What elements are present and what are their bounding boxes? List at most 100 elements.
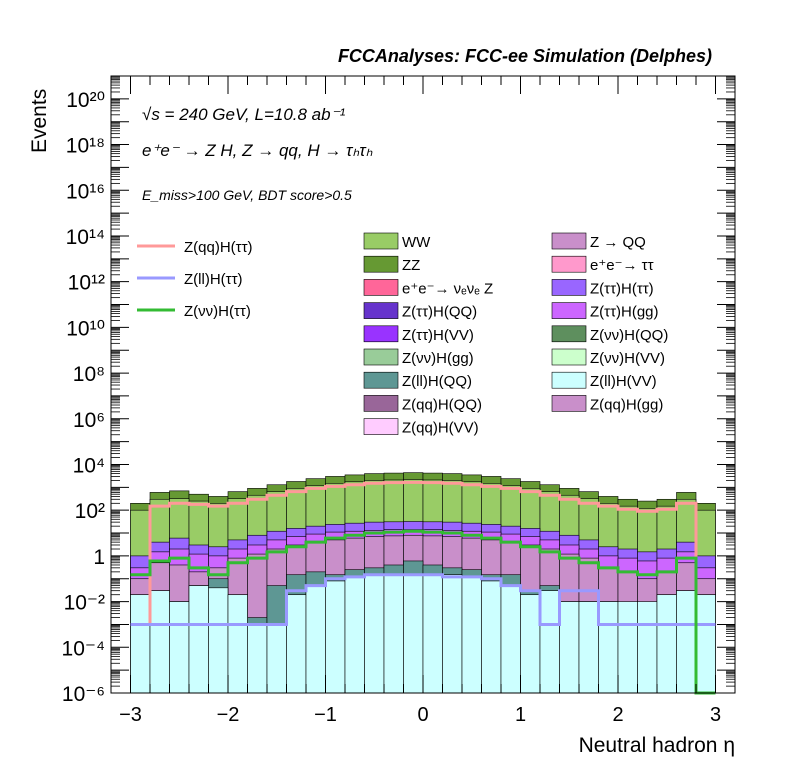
- annotation-sqrt-s: √s = 240 GeV, L=10.8 ab⁻¹: [142, 105, 346, 124]
- legend-box-label: Z(ττ)H(QQ): [402, 304, 477, 321]
- signal-lines: [130, 480, 716, 695]
- legend: Z(qq)H(ττ) Z(ll)H(ττ) Z(νν)H(ττ) WW Z → QQ ZZ…: [137, 232, 668, 437]
- legend-box-label: e⁺e⁻→ νₑνₑ Z: [402, 280, 493, 297]
- bar-6-26: [637, 601, 658, 694]
- legend-line-label: Z(qq)H(ττ): [184, 239, 253, 256]
- bar-6-7: [266, 624, 287, 694]
- stack-layer-6: [130, 574, 716, 694]
- legend-box-swatch: [363, 418, 399, 435]
- legend-box-label: Z(qq)H(QQ): [402, 396, 482, 413]
- legend-box-label: Z(ττ)H(ττ): [590, 280, 654, 297]
- y-tick-label: 10⁻⁶: [62, 683, 105, 706]
- bar-6-13: [383, 574, 404, 694]
- series-line-1: [130, 573, 716, 626]
- x-tick-label: 1: [515, 704, 526, 726]
- y-axis-label: Events: [28, 89, 51, 153]
- legend-box-label: ZZ: [402, 257, 420, 274]
- legend-box-label: Z(ll)H(QQ): [402, 373, 472, 390]
- bar-6-24: [598, 601, 619, 694]
- x-tick-label: −1: [314, 704, 337, 726]
- bar-6-25: [617, 601, 638, 694]
- y-tick-label: 10¹⁶: [66, 180, 105, 203]
- legend-box-label: Z → QQ: [590, 234, 646, 251]
- legend-box-swatch: [551, 279, 587, 296]
- bar-6-16: [442, 574, 463, 694]
- bar-6-23: [578, 601, 599, 694]
- bar-6-22: [559, 601, 580, 694]
- bar-6-19: [500, 585, 521, 694]
- annotation-selection: E_miss>100 GeV, BDT score>0.5: [142, 187, 352, 203]
- y-tick-label: 10⁻⁴: [62, 637, 105, 660]
- bar-6-28: [676, 590, 697, 694]
- y-tick-label: 10¹⁴: [66, 226, 105, 249]
- x-tick-label: 3: [710, 704, 721, 726]
- bar-6-20: [520, 594, 541, 694]
- bar-6-21: [539, 590, 560, 694]
- legend-box-swatch: [363, 255, 399, 273]
- bar-6-2: [169, 601, 190, 694]
- legend-line-label: Z(νν)H(ττ): [184, 303, 251, 320]
- annotation-process: e⁺e⁻ → Z H, Z → qq, H → τₕτₕ: [142, 141, 373, 160]
- x-tick-label: −2: [217, 704, 240, 726]
- y-axis: 10⁻⁶ 10⁻⁴ 10⁻² 1 10² 10⁴ 10⁶ 10⁸ 10¹⁰ 10¹² 10¹⁴ 10¹…: [62, 75, 735, 706]
- y-tick-label: 10⁻²: [64, 592, 105, 615]
- bar-6-17: [461, 576, 482, 694]
- bar-6-14: [403, 574, 424, 694]
- legend-box-label: Z(qq)H(VV): [402, 420, 479, 437]
- legend-box-label: Z(νν)H(QQ): [590, 327, 668, 344]
- series-line-2: [130, 529, 716, 695]
- bar-6-1: [149, 590, 170, 694]
- bar-6-18: [481, 580, 502, 694]
- legend-box-swatch: [551, 325, 587, 343]
- legend-box-swatch: [363, 279, 399, 296]
- x-axis: −3 −2 −1 0 1 2 3: [119, 76, 721, 726]
- legend-box-swatch: [551, 371, 587, 389]
- y-tick-label: 1: [93, 546, 105, 569]
- bar-6-29: [695, 594, 716, 694]
- legend-line-label: Z(ll)H(ττ): [184, 271, 243, 288]
- bar-6-4: [208, 587, 229, 694]
- legend-box-label: Z(ττ)H(VV): [402, 327, 474, 344]
- legend-box-label: WW: [402, 234, 431, 251]
- bar-6-5: [227, 594, 248, 694]
- legend-box-label: Z(νν)H(VV): [590, 350, 665, 367]
- x-tick-label: 2: [612, 704, 623, 726]
- y-tick-label: 10⁸: [73, 363, 105, 386]
- legend-box-swatch: [551, 395, 587, 412]
- chart-title: FCCAnalyses: FCC-ee Simulation (Delphes): [338, 46, 712, 66]
- legend-box-swatch: [551, 302, 587, 319]
- legend-box-swatch: [363, 232, 399, 250]
- legend-box-swatch: [551, 232, 587, 250]
- bar-6-12: [364, 574, 385, 694]
- bar-6-6: [247, 624, 268, 694]
- bar-6-8: [286, 594, 307, 694]
- y-tick-label: 10⁶: [73, 409, 105, 432]
- y-tick-label: 10²: [75, 500, 105, 523]
- y-tick-label: 10¹⁰: [66, 317, 105, 340]
- legend-box-swatch: [363, 395, 399, 412]
- legend-box-label: Z(ll)H(VV): [590, 373, 657, 390]
- series-line-0: [130, 480, 716, 626]
- legend-box-swatch: [363, 348, 399, 366]
- y-tick-label: 10⁴: [73, 454, 105, 477]
- bar-6-11: [344, 576, 365, 694]
- bar-6-3: [188, 585, 209, 694]
- legend-box-label: e⁺e⁻→ ττ: [590, 257, 654, 274]
- legend-box-swatch: [551, 348, 587, 366]
- legend-box-swatch: [363, 325, 399, 343]
- y-tick-label: 10¹⁸: [66, 135, 105, 158]
- legend-box-swatch: [363, 302, 399, 319]
- legend-box-label: Z(νν)H(gg): [402, 350, 474, 367]
- legend-box-label: Z(ττ)H(gg): [590, 304, 659, 321]
- bar-6-0: [130, 594, 151, 694]
- x-axis-label: Neutral hadron η: [579, 734, 735, 757]
- y-tick-label: 10²⁰: [66, 89, 105, 112]
- bar-6-10: [325, 580, 346, 694]
- legend-box-swatch: [363, 371, 399, 389]
- x-tick-label: −3: [119, 704, 142, 726]
- legend-box-label: Z(qq)H(gg): [590, 396, 663, 413]
- bar-6-27: [656, 594, 677, 694]
- x-tick-label: 0: [417, 704, 428, 726]
- bar-6-15: [422, 574, 443, 694]
